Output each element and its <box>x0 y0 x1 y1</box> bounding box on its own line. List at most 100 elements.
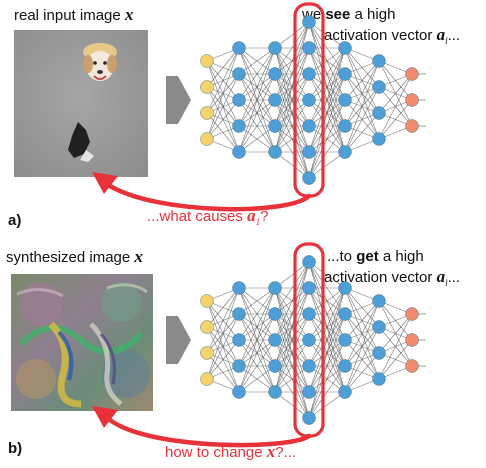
panel-a-edge <box>206 99 240 140</box>
panel-a-edge <box>274 21 310 49</box>
panel-b-edge <box>274 261 310 315</box>
panel-b-edge <box>344 313 380 328</box>
panel-b-edge <box>378 365 413 380</box>
panel-b-edge <box>344 365 380 380</box>
panel-a-edge <box>206 99 240 114</box>
panel-b-edge <box>274 339 310 419</box>
panel-a-edge <box>238 73 276 153</box>
panel-b-node-l1-n2 <box>232 333 246 347</box>
panel-a-edge <box>206 60 240 153</box>
panel-b-edge <box>378 326 413 367</box>
panel-b-edge <box>308 313 346 393</box>
panel-a-edge <box>344 60 380 75</box>
panel-a-node-l5-n1 <box>372 80 386 94</box>
panel-a-edge <box>378 73 413 140</box>
panel-b-edge <box>308 339 346 367</box>
panel-b-edge <box>274 287 310 315</box>
panel-a-edge <box>274 125 310 179</box>
panel-a-edge <box>274 47 310 127</box>
panel-b-edge <box>238 287 276 393</box>
panel-a-edge <box>238 125 276 153</box>
panel-a-edge <box>308 47 346 75</box>
panel-b-edge <box>274 287 310 419</box>
panel-a-edge <box>274 21 310 75</box>
panel-b-edge <box>274 339 310 367</box>
panel-b-node-l3-n4 <box>302 359 316 373</box>
real-input-image <box>14 30 148 177</box>
panel-b-edge <box>344 313 380 380</box>
panel-a-edge <box>308 47 346 153</box>
panel-a-edge <box>308 73 346 101</box>
panel-b-node-l0-n0 <box>200 294 214 308</box>
panel-b-edge <box>206 287 240 380</box>
panel-b-input-label: synthesized image x <box>6 247 143 267</box>
panel-a-edge <box>344 47 380 114</box>
panel-a-node-l5-n0 <box>372 54 386 68</box>
panel-b-letter: b) <box>8 440 23 457</box>
panel-b-edge <box>378 300 413 315</box>
panel-a-edge <box>238 99 276 127</box>
panel-b-edge <box>308 287 346 367</box>
panel-a-edge <box>206 60 240 127</box>
panel-a-edge <box>274 47 310 75</box>
panel-a-edge <box>344 112 380 127</box>
panel-b-edge <box>308 391 346 419</box>
panel-b-arrow-curve <box>107 417 312 448</box>
panel-a-edge <box>206 47 240 140</box>
panel-a-edge <box>378 125 413 140</box>
panel-b-node-l2-n2 <box>268 333 282 347</box>
panel-b-edge <box>274 313 310 419</box>
panel-a-edge <box>274 47 310 153</box>
panel-b-edge <box>274 287 310 367</box>
panel-a-edge <box>274 151 310 179</box>
panel-b-edge <box>344 326 380 341</box>
panel-b-edge <box>274 261 310 367</box>
panel-b-edge <box>308 339 346 367</box>
panel-a-edge <box>344 60 380 101</box>
panel-a-edge <box>274 47 310 75</box>
panel-a-input-arrow-icon <box>166 76 191 124</box>
panel-b-edge <box>206 287 240 302</box>
dog-head-icon <box>83 43 117 81</box>
panel-b-edge <box>238 287 276 393</box>
panel-b-edge <box>308 339 346 393</box>
panel-a-edge <box>274 73 310 101</box>
panel-b-edge <box>206 339 240 380</box>
panel-a-edge <box>274 47 310 101</box>
panel-b-edge <box>308 287 346 393</box>
panel-a-edge <box>206 47 240 62</box>
panel-a-edge <box>274 99 310 127</box>
panel-a-edge <box>274 99 310 153</box>
panel-a-letter: a) <box>8 212 22 229</box>
panel-b-edge <box>238 313 276 341</box>
panel-b-node-l2-n4 <box>268 385 282 399</box>
panel-a-edge <box>274 21 310 153</box>
panel-a-edge <box>308 125 346 153</box>
panel-a-edge <box>378 112 413 127</box>
panel-a-edge <box>238 99 276 127</box>
panel-b-node-l4-n3 <box>338 359 352 373</box>
panel-b-node-l3-n5 <box>302 385 316 399</box>
panel-b-edge <box>206 313 240 380</box>
panel-a-edge <box>206 112 240 153</box>
panel-a-edge <box>238 125 276 153</box>
panel-a-edge <box>206 86 240 101</box>
panel-b-edge <box>378 300 413 341</box>
panel-a-edge <box>206 73 240 88</box>
panel-b-edge <box>238 313 276 367</box>
panel-b-edge <box>274 313 310 341</box>
panel-a-edge <box>274 125 310 153</box>
panel-b-edge <box>274 261 310 393</box>
panel-a-edge <box>344 73 380 140</box>
panel-b-edge <box>274 261 310 341</box>
panel-a-edge <box>308 99 346 153</box>
panel-a-node-l0-n3 <box>200 132 214 146</box>
panel-b-feedback-arrow <box>92 406 312 448</box>
panel-a-edge <box>344 47 380 88</box>
panel-a-edge <box>206 125 240 140</box>
panel-b-edge <box>206 352 240 393</box>
panel-b-edge <box>344 339 380 354</box>
panel-a-edge <box>308 47 346 127</box>
panel-a-edge <box>378 99 413 114</box>
panel-a-edge <box>206 73 240 140</box>
